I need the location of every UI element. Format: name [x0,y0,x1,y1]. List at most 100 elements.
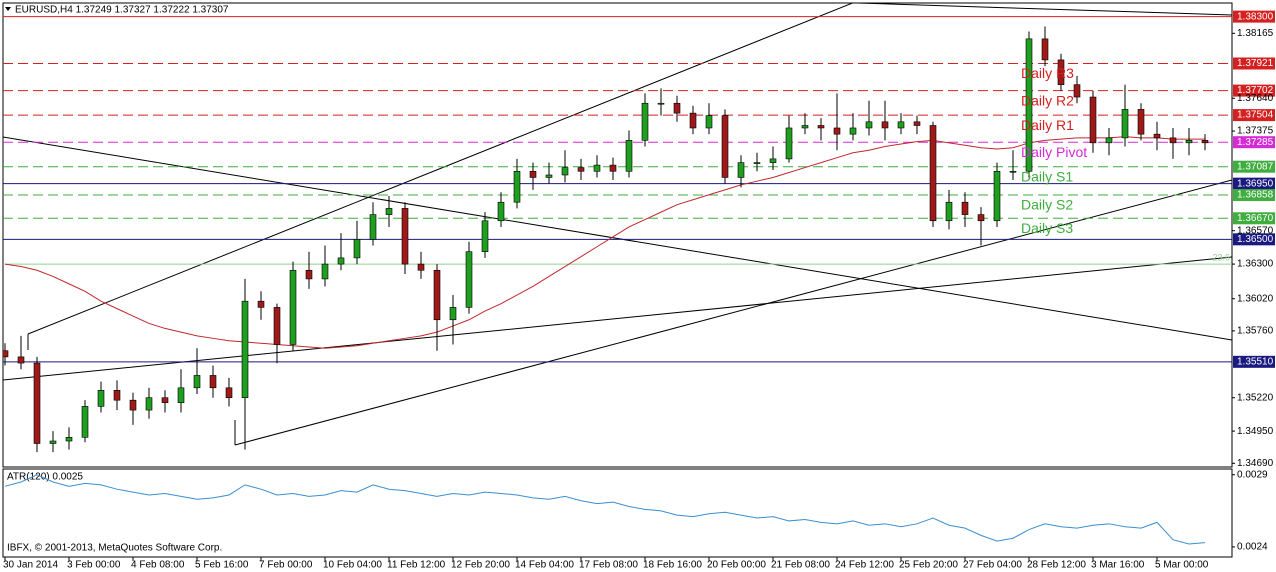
y-tick-label: 1.37640 [1237,93,1274,104]
trend-line [857,3,1232,16]
candle-body [737,162,745,178]
y-tick-label: 1.35760 [1237,326,1274,337]
x-tick-label: 30 Jan 2014 [3,560,58,571]
level-name: Daily R1 [1021,117,1074,133]
candle-body [1041,38,1049,61]
x-tick-label: 25 Feb 20:00 [899,560,958,571]
candle-body [769,158,777,163]
candle-body [593,164,601,172]
candle-body [1201,140,1209,144]
y-tick-label: 1.38165 [1237,28,1274,39]
candle-body [1089,96,1097,144]
level-box [1233,355,1275,368]
candle-body [625,140,633,172]
candle-body [1137,109,1145,135]
x-tick-label: 27 Feb 04:00 [963,560,1022,571]
trend-line [3,256,1232,381]
candle-body [1009,170,1017,173]
candle-body [785,127,793,160]
candle-body [17,356,25,364]
level-box [1233,109,1275,122]
candle-body [1057,59,1065,85]
candle-body [753,162,761,164]
candle-body [993,170,1001,222]
y-tick-label: 1.36570 [1237,225,1274,236]
candle-body [497,201,505,222]
candle-body [913,121,921,126]
candle-body [385,208,393,215]
trend-line [234,179,1232,446]
y-tick-label: 0.0024 [1237,542,1268,553]
x-tick-label: 5 Mar 00:00 [1155,560,1209,571]
candle-body [961,201,969,215]
candle-body [161,397,169,403]
level-box [1233,136,1275,149]
candle-body [257,300,265,308]
candle-body [209,375,217,389]
level-box [1233,212,1275,225]
trend-line [3,136,1232,341]
candle-body [1185,140,1193,144]
candle-body [833,127,841,135]
candle-body [721,115,729,178]
menu-arrow [5,7,11,11]
candle-body [417,263,425,271]
candle-body [609,164,617,172]
y-tick-label: 1.34690 [1237,458,1274,469]
level-label: 1.37702 [1237,85,1274,96]
level-name: Daily Pivot [1021,144,1087,160]
atr-line [4,474,1206,545]
candle-body [433,269,441,321]
level-label: 1.36950 [1237,178,1274,189]
x-tick-label: 14 Feb 04:00 [515,560,574,571]
candle-body [289,269,297,345]
level-box [1233,10,1275,23]
candle-body [273,307,281,345]
candle-body [945,201,953,222]
candle-body [321,263,329,280]
level-box [1233,84,1275,97]
x-tick-label: 3 Feb 00:00 [67,560,121,571]
candle-body [145,397,153,411]
candle-body [897,121,905,129]
candle-body [353,239,361,259]
y-tick-label: 0.0029 [1237,469,1268,480]
candle-body [49,440,57,444]
level-label: 1.35510 [1237,356,1274,367]
x-tick-label: 7 Feb 00:00 [259,560,313,571]
level-label: 1.36858 [1237,190,1274,201]
candle-body [177,387,185,403]
candle-body [81,406,89,438]
level-name: Daily S1 [1021,168,1073,184]
level-label: 1.36500 [1237,234,1274,245]
y-tick-label: 1.37375 [1237,126,1274,137]
candle-body [641,102,649,141]
trend-lines [3,3,1232,446]
candle-body [1025,38,1033,172]
level-label: 1.37504 [1237,110,1274,121]
candle-body [881,121,889,129]
level-box [1233,57,1275,70]
candle-body [513,170,521,203]
candle-body [929,125,937,222]
y-tick-label: 1.35220 [1237,392,1274,403]
level-label: 1.37087 [1237,161,1274,172]
x-tick-label: 21 Feb 08:00 [771,560,830,571]
x-tick-label: 5 Feb 16:00 [195,560,249,571]
candle-body [65,437,73,442]
candle-body [465,251,473,308]
candle-body [1153,133,1161,139]
x-tick-label: 4 Feb 08:00 [131,560,185,571]
candle-body [1169,137,1177,144]
level-box [1233,189,1275,202]
candle-body [865,121,873,129]
candle-body [977,214,985,222]
x-tick-label: 17 Feb 08:00 [579,560,638,571]
atr-title: ATR(120) 0.0025 [7,472,83,483]
candle-body [1073,84,1081,98]
level-box [1233,160,1275,173]
level-name: Daily S3 [1021,220,1073,236]
candle-body [577,167,585,172]
